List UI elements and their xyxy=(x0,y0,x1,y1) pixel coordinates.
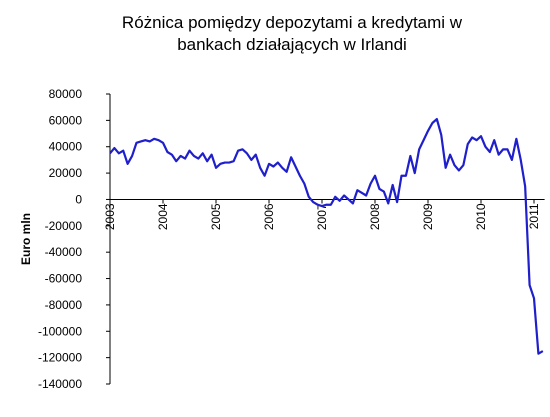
y-tick-label: 60000 xyxy=(49,113,83,127)
x-tick-label: 2010 xyxy=(474,203,488,230)
y-tick-label: 80000 xyxy=(49,87,83,101)
y-tick-label: -120000 xyxy=(38,351,82,365)
y-tick-label: 0 xyxy=(75,192,82,206)
x-tick-label: 2009 xyxy=(421,203,435,230)
y-tick-label: 40000 xyxy=(49,140,83,154)
x-tick-label: 2007 xyxy=(315,203,329,230)
y-axis-title: Euro mln xyxy=(19,213,33,265)
y-tick-label: -20000 xyxy=(45,219,83,233)
x-tick-label: 2005 xyxy=(209,203,223,230)
x-tick-label: 2011 xyxy=(527,203,541,229)
data-line xyxy=(109,117,544,355)
chart-title: bankach działających w Irlandi xyxy=(177,35,407,54)
chart-title: Różnica pomiędzy depozytami a kredytami … xyxy=(122,13,463,32)
y-tick-label: -40000 xyxy=(45,245,83,259)
y-tick-label: 20000 xyxy=(49,166,83,180)
x-tick-label: 2004 xyxy=(156,203,170,230)
y-tick-label: -100000 xyxy=(38,324,82,338)
y-tick-label: -60000 xyxy=(45,272,83,286)
y-tick-label: -80000 xyxy=(45,298,83,312)
y-tick-label: -140000 xyxy=(38,377,82,391)
x-tick-label: 2006 xyxy=(262,203,276,230)
x-tick-label: 2008 xyxy=(368,203,382,230)
x-tick-label: 2003 xyxy=(103,203,117,230)
